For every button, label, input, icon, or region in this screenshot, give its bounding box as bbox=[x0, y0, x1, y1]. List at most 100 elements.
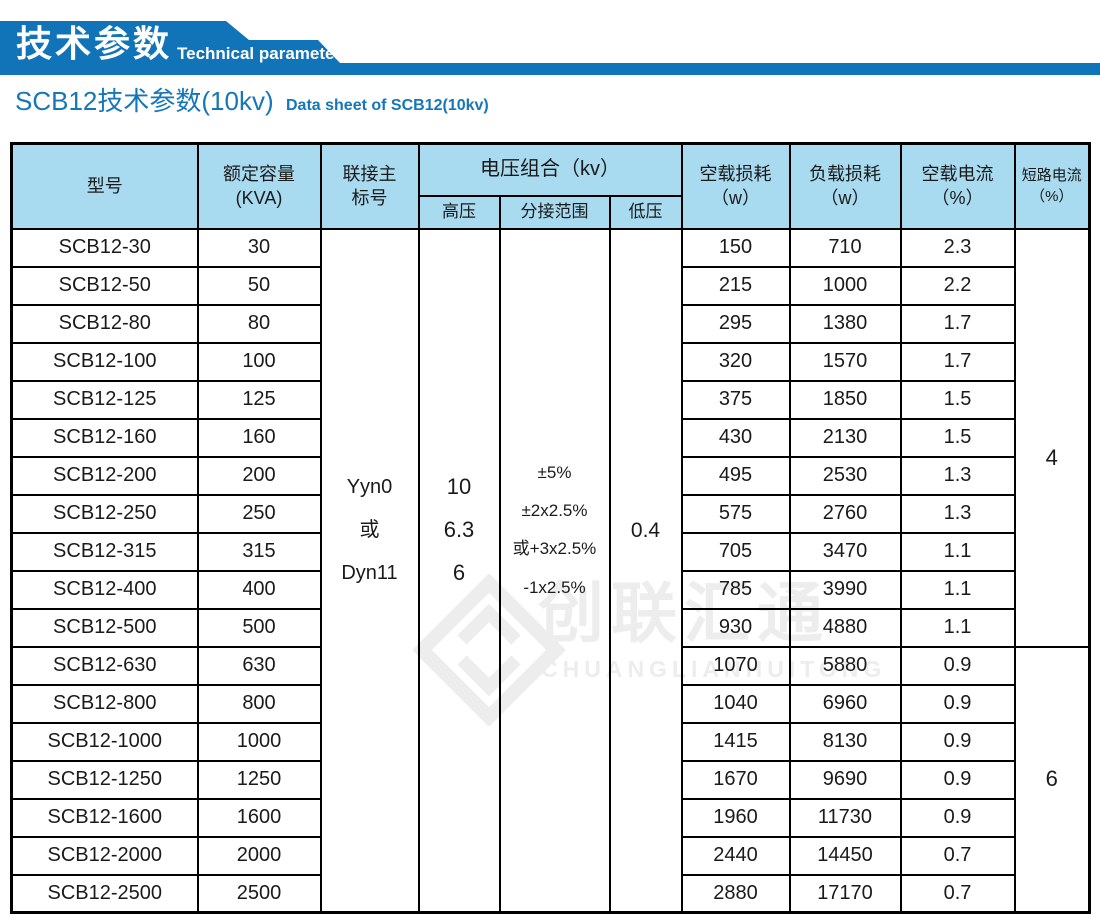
short-circuit-cell: 4 bbox=[1013, 227, 1091, 648]
load-loss-cell: 1380 bbox=[788, 303, 902, 344]
no-load-current-cell: 0.9 bbox=[899, 721, 1016, 762]
kva-cell: 100 bbox=[196, 341, 322, 382]
table-row: SCB12-160 160 430 2130 1.5 bbox=[10, 417, 1090, 458]
no-load-loss-cell: 215 bbox=[680, 265, 791, 306]
model-cell: SCB12-100 bbox=[10, 341, 199, 382]
model-cell: SCB12-500 bbox=[10, 607, 199, 648]
no-load-loss-cell: 320 bbox=[680, 341, 791, 382]
kva-cell: 125 bbox=[196, 379, 322, 420]
table-row: SCB12-400 400 785 3990 1.1 bbox=[10, 569, 1090, 610]
load-loss-cell: 4880 bbox=[788, 607, 902, 648]
kva-cell: 630 bbox=[196, 645, 322, 686]
model-cell: SCB12-630 bbox=[10, 645, 199, 686]
kva-cell: 1250 bbox=[196, 759, 322, 800]
table-row: SCB12-100 100 320 1570 1.7 bbox=[10, 341, 1090, 382]
load-loss-cell: 1000 bbox=[788, 265, 902, 306]
no-load-loss-cell: 1960 bbox=[680, 797, 791, 838]
load-loss-cell: 6960 bbox=[788, 683, 902, 724]
load-loss-cell: 3470 bbox=[788, 531, 902, 572]
table-row: SCB12-125 125 375 1850 1.5 bbox=[10, 379, 1090, 420]
no-load-loss-cell: 295 bbox=[680, 303, 791, 344]
no-load-loss-cell: 1670 bbox=[680, 759, 791, 800]
no-load-loss-cell: 575 bbox=[680, 493, 791, 534]
table-row: SCB12-2000 2000 2440 14450 0.7 bbox=[10, 835, 1090, 876]
table-row: SCB12-50 50 215 1000 2.2 bbox=[10, 265, 1090, 306]
model-cell: SCB12-125 bbox=[10, 379, 199, 420]
table-row: SCB12-1000 1000 1415 8130 0.9 bbox=[10, 721, 1090, 762]
header-lv: 低压 bbox=[608, 194, 683, 230]
kva-cell: 1000 bbox=[196, 721, 322, 762]
model-cell: SCB12-250 bbox=[10, 493, 199, 534]
model-cell: SCB12-50 bbox=[10, 265, 199, 306]
no-load-current-cell: 0.9 bbox=[899, 797, 1016, 838]
model-cell: SCB12-315 bbox=[10, 531, 199, 572]
kva-cell: 50 bbox=[196, 265, 322, 306]
load-loss-cell: 2530 bbox=[788, 455, 902, 496]
header-no-load-loss: 空载损耗 （w） bbox=[680, 142, 791, 230]
table-header: 型号 额定容量 (KVA) 联接主 标号 电压组合（kv） 空载损耗 （w） 负… bbox=[10, 142, 1091, 230]
no-load-loss-cell: 1415 bbox=[680, 721, 791, 762]
no-load-current-cell: 1.1 bbox=[899, 607, 1016, 648]
model-cell: SCB12-200 bbox=[10, 455, 199, 496]
parameter-table: 型号 额定容量 (KVA) 联接主 标号 电压组合（kv） 空载损耗 （w） 负… bbox=[10, 142, 1091, 914]
table-row: SCB12-250 250 575 2760 1.3 bbox=[10, 493, 1090, 534]
kva-cell: 160 bbox=[196, 417, 322, 458]
table-row: SCB12-315 315 705 3470 1.1 bbox=[10, 531, 1090, 572]
no-load-current-cell: 2.3 bbox=[899, 227, 1016, 268]
load-loss-cell: 11730 bbox=[788, 797, 902, 838]
no-load-current-cell: 1.5 bbox=[899, 379, 1016, 420]
load-loss-cell: 1570 bbox=[788, 341, 902, 382]
no-load-loss-cell: 430 bbox=[680, 417, 791, 458]
table-row: SCB12-630 630 1070 5880 0.9 6 bbox=[10, 645, 1091, 914]
model-cell: SCB12-1600 bbox=[10, 797, 199, 838]
kva-cell: 200 bbox=[196, 455, 322, 496]
table-row: SCB12-500 500 930 4880 1.1 bbox=[10, 607, 1090, 648]
table-row: SCB12-1250 1250 1670 9690 0.9 bbox=[10, 759, 1090, 800]
load-loss-cell: 2760 bbox=[788, 493, 902, 534]
header-load-loss: 负载损耗 （w） bbox=[788, 142, 902, 230]
model-cell: SCB12-800 bbox=[10, 683, 199, 724]
load-loss-cell: 2130 bbox=[788, 417, 902, 458]
no-load-loss-cell: 495 bbox=[680, 455, 791, 496]
no-load-loss-cell: 930 bbox=[680, 607, 791, 648]
table-row: SCB12-2500 2500 2880 17170 0.7 bbox=[10, 873, 1090, 914]
model-cell: SCB12-1000 bbox=[10, 721, 199, 762]
model-cell: SCB12-2000 bbox=[10, 835, 199, 876]
kva-cell: 800 bbox=[196, 683, 322, 724]
no-load-current-cell: 0.7 bbox=[899, 835, 1016, 876]
no-load-current-cell: 1.7 bbox=[899, 341, 1016, 382]
header-voltage-group: 电压组合（kv） bbox=[417, 142, 683, 197]
connection-cell: Yyn0 或 Dyn11 bbox=[319, 227, 420, 914]
model-cell: SCB12-30 bbox=[10, 227, 199, 268]
load-loss-cell: 1850 bbox=[788, 379, 902, 420]
table-row: SCB12-80 80 295 1380 1.7 bbox=[10, 303, 1090, 344]
short-circuit-cell: 6 bbox=[1013, 645, 1091, 914]
tap-cell: ±5% ±2x2.5% 或+3x2.5% -1x2.5% bbox=[498, 227, 611, 914]
header-model: 型号 bbox=[10, 142, 199, 230]
model-cell: SCB12-160 bbox=[10, 417, 199, 458]
no-load-current-cell: 1.1 bbox=[899, 569, 1016, 610]
no-load-current-cell: 1.3 bbox=[899, 493, 1016, 534]
load-loss-cell: 9690 bbox=[788, 759, 902, 800]
no-load-current-cell: 0.7 bbox=[899, 873, 1016, 914]
kva-cell: 400 bbox=[196, 569, 322, 610]
no-load-loss-cell: 375 bbox=[680, 379, 791, 420]
load-loss-cell: 8130 bbox=[788, 721, 902, 762]
model-cell: SCB12-1250 bbox=[10, 759, 199, 800]
section-title-zh: SCB12技术参数(10kv) bbox=[15, 86, 274, 116]
model-cell: SCB12-80 bbox=[10, 303, 199, 344]
header-short-circuit: 短路电流 （%） bbox=[1013, 142, 1091, 230]
table-row: SCB12-1600 1600 1960 11730 0.9 bbox=[10, 797, 1090, 838]
header-connection: 联接主 标号 bbox=[319, 142, 420, 230]
kva-cell: 500 bbox=[196, 607, 322, 648]
kva-cell: 30 bbox=[196, 227, 322, 268]
no-load-loss-cell: 785 bbox=[680, 569, 791, 610]
no-load-current-cell: 0.9 bbox=[899, 645, 1016, 686]
banner-title-en: Technical parameter bbox=[177, 44, 342, 63]
lv-cell: 0.4 bbox=[608, 227, 683, 914]
kva-cell: 2000 bbox=[196, 835, 322, 876]
load-loss-cell: 17170 bbox=[788, 873, 902, 914]
kva-cell: 2500 bbox=[196, 873, 322, 914]
header-no-load-current: 空载电流 （%） bbox=[899, 142, 1016, 230]
